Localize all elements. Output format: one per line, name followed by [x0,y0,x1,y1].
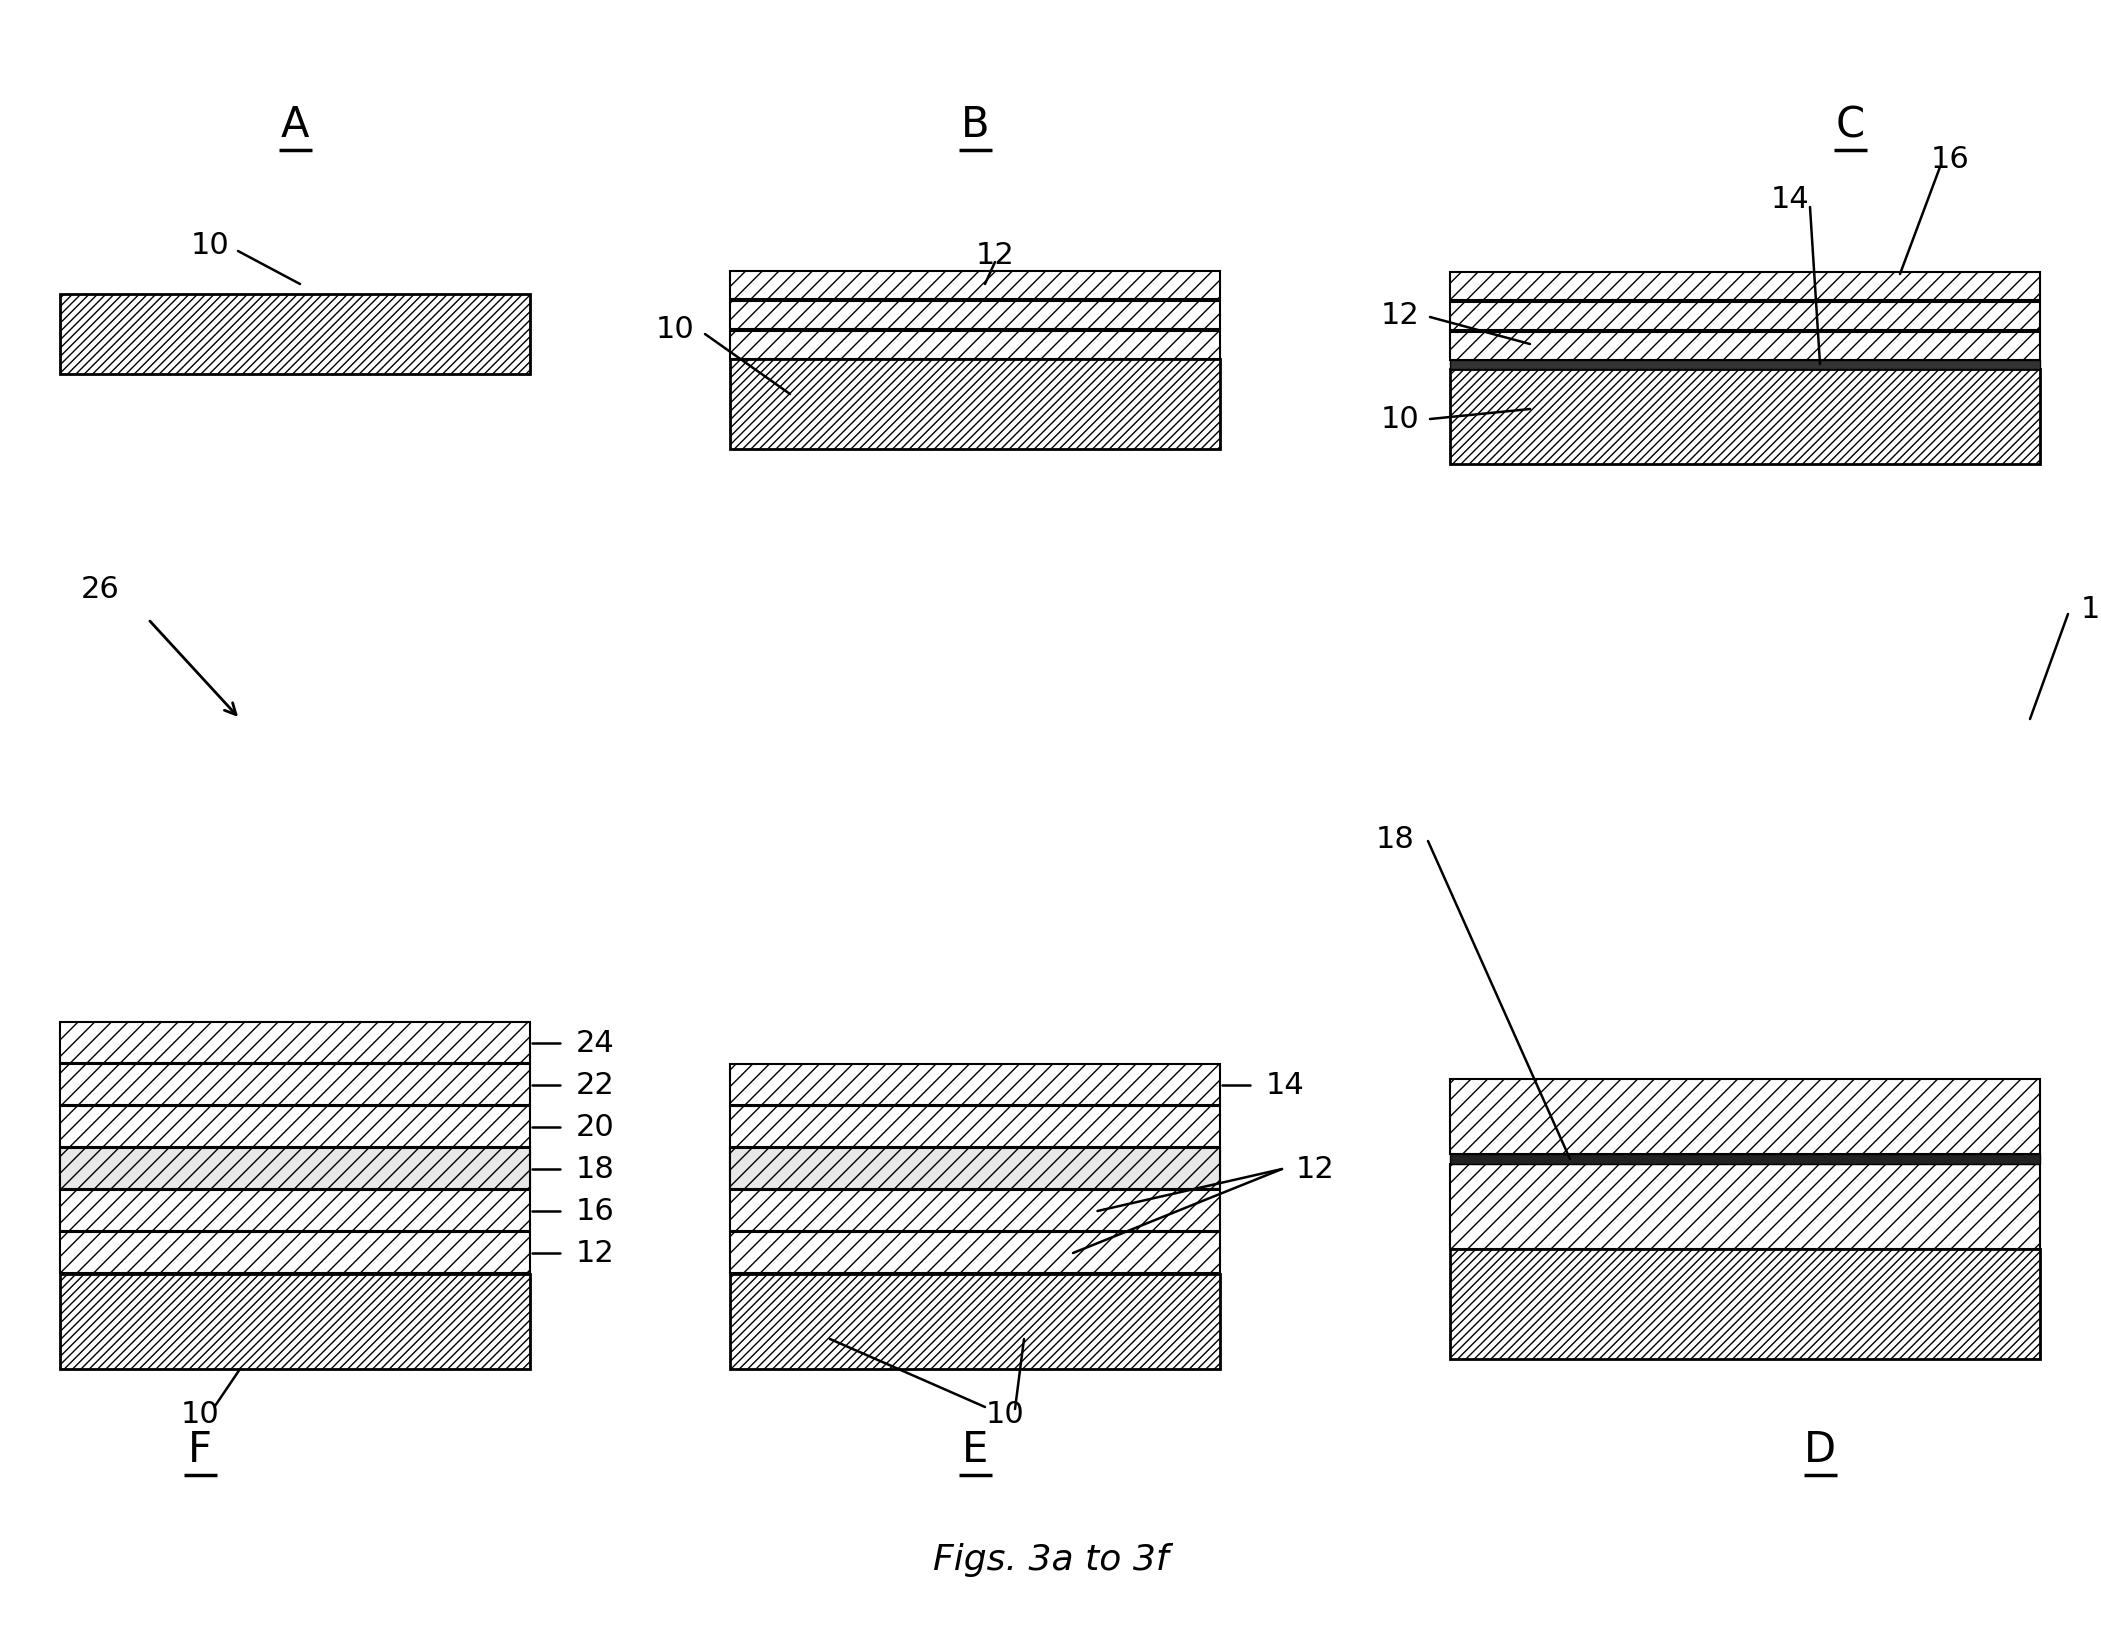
Text: 14: 14 [1771,186,1809,215]
Text: C: C [1836,104,1864,147]
Text: Figs. 3a to 3f: Figs. 3a to 3f [933,1542,1168,1576]
Bar [729,1275,1221,1369]
Bar [61,1148,529,1190]
Text: 10: 10 [656,315,693,344]
Bar [1450,1164,2040,1249]
Bar [1450,360,2040,370]
Bar [1450,333,2040,360]
Bar [61,1275,529,1369]
Bar [61,1190,529,1231]
Text: A: A [282,104,309,147]
Bar [1450,1079,2040,1154]
Bar [729,1232,1221,1273]
Bar [61,1148,529,1190]
Text: 24: 24 [576,1029,613,1058]
Bar [61,1232,529,1273]
Text: 12: 12 [1380,300,1420,329]
Text: 10: 10 [985,1400,1025,1428]
Text: 20: 20 [576,1113,613,1141]
Bar [729,1190,1221,1231]
Bar [1450,1249,2040,1359]
Text: F: F [187,1428,212,1470]
Text: 16: 16 [576,1196,613,1226]
Text: 10: 10 [181,1400,219,1428]
Text: 18: 18 [1376,825,1414,854]
Bar [729,302,1221,329]
Bar [1450,1154,2040,1164]
Bar [729,1148,1221,1190]
Text: 10: 10 [1380,406,1420,434]
Bar [61,1107,529,1148]
Text: 18: 18 [576,1154,613,1183]
Text: 10: 10 [191,230,229,259]
Bar [729,360,1221,450]
Text: 12: 12 [1296,1154,1334,1183]
Text: 12: 12 [576,1239,613,1268]
Text: D: D [1805,1428,1836,1470]
Text: 22: 22 [576,1071,613,1100]
Bar [729,1064,1221,1105]
Text: 26: 26 [80,575,120,605]
Text: 16: 16 [1931,145,1969,174]
Bar [1450,370,2040,465]
Text: 14: 14 [1265,1071,1305,1100]
Bar [1450,303,2040,331]
Bar [61,295,529,375]
Text: 16: 16 [2080,595,2101,624]
Bar [61,1064,529,1105]
Bar [729,1107,1221,1148]
Text: B: B [960,104,990,147]
Bar [61,1022,529,1063]
Bar [729,333,1221,360]
Bar [1450,272,2040,302]
Text: 12: 12 [975,240,1015,269]
Bar [729,1148,1221,1190]
Bar [729,272,1221,300]
Text: E: E [962,1428,987,1470]
